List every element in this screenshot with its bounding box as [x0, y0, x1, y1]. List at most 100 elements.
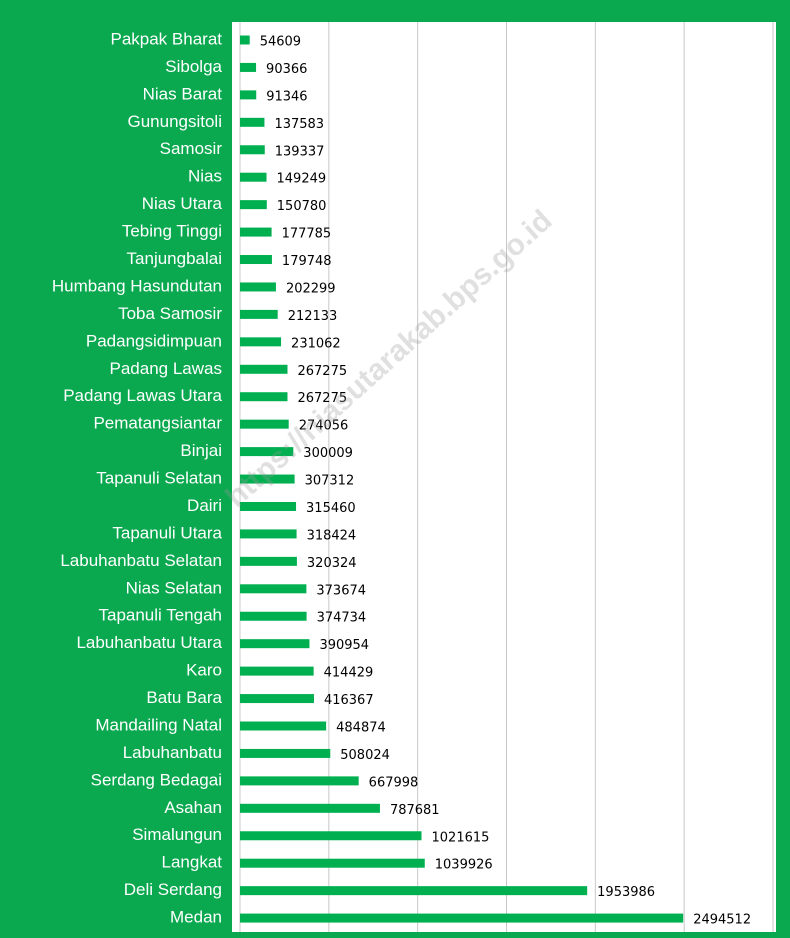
value-label: 177785 [282, 227, 332, 242]
bar [240, 694, 314, 704]
bar [240, 337, 282, 347]
category-label: Toba Samosir [118, 304, 222, 323]
bar [240, 721, 327, 731]
bar [240, 529, 297, 539]
value-label: 267275 [297, 391, 347, 406]
bar [240, 858, 425, 868]
value-label: 416367 [324, 693, 374, 708]
value-label: 149249 [277, 172, 327, 187]
bar [240, 611, 307, 621]
bar [240, 392, 288, 402]
value-label: 667998 [369, 775, 419, 790]
bar [240, 419, 289, 429]
value-label: 484874 [336, 721, 386, 736]
value-label: 212133 [288, 309, 338, 324]
value-label: 1021615 [432, 830, 490, 845]
bar [240, 90, 257, 100]
category-label: Nias [188, 167, 222, 186]
value-label: 179748 [282, 254, 332, 269]
category-label: Simalungun [132, 825, 222, 844]
value-label: 54609 [260, 35, 301, 50]
bar [240, 913, 684, 923]
bar [240, 364, 288, 374]
category-label: Nias Utara [142, 194, 223, 213]
value-label: 508024 [340, 748, 390, 763]
bar [240, 200, 267, 210]
bar [240, 886, 588, 896]
bar [240, 776, 359, 786]
bar [240, 309, 278, 319]
value-label: 137583 [274, 117, 324, 132]
value-label: 139337 [275, 144, 325, 159]
category-label: Dairi [187, 496, 222, 515]
bar [240, 748, 331, 758]
category-label: Binjai [180, 441, 222, 460]
category-label: Gunungsitoli [127, 112, 222, 131]
value-label: 1039926 [435, 858, 493, 873]
category-label: Tanjungbalai [127, 249, 222, 268]
value-label: 300009 [303, 446, 353, 461]
category-label: Labuhanbatu Utara [76, 633, 222, 652]
value-label: 274056 [299, 419, 349, 434]
category-label: Mandailing Natal [95, 715, 222, 734]
category-label: Padang Lawas [110, 359, 222, 378]
value-label: 91346 [266, 89, 307, 104]
value-label: 373674 [316, 583, 366, 598]
category-label: Sibolga [165, 57, 222, 76]
value-label: 315460 [306, 501, 356, 516]
category-label: Tapanuli Utara [112, 523, 222, 542]
value-label: 202299 [286, 281, 336, 296]
category-label: Pakpak Bharat [110, 29, 222, 48]
category-label: Labuhanbatu Selatan [60, 551, 222, 570]
value-label: 414429 [324, 666, 374, 681]
bar [240, 282, 276, 292]
bar [240, 447, 294, 457]
category-label: Tapanuli Tengah [98, 606, 222, 625]
category-label: Tebing Tinggi [122, 222, 222, 241]
bar [240, 145, 265, 155]
value-label: 390954 [319, 638, 369, 653]
value-label: 787681 [390, 803, 440, 818]
value-label: 231062 [291, 336, 341, 351]
bar [240, 227, 272, 237]
bar [240, 117, 265, 127]
bar [240, 831, 422, 841]
value-label: 2494512 [693, 913, 751, 928]
value-label: 1953986 [597, 885, 655, 900]
bar [240, 35, 250, 45]
bar [240, 474, 295, 484]
category-label: Labuhanbatu [123, 743, 222, 762]
bar [240, 62, 257, 72]
category-label: Samosir [160, 139, 223, 158]
bar [240, 584, 307, 594]
category-label: Tapanuli Selatan [96, 469, 222, 488]
value-label: 90366 [266, 62, 307, 77]
bar [240, 639, 310, 649]
value-label: 318424 [307, 528, 357, 543]
category-label: Karo [186, 661, 222, 680]
category-label: Serdang Bedagai [91, 770, 222, 789]
category-label: Nias Selatan [126, 578, 222, 597]
bar [240, 255, 272, 265]
value-label: 374734 [317, 611, 367, 626]
value-label: 150780 [277, 199, 327, 214]
value-label: 267275 [297, 364, 347, 379]
bar [240, 501, 297, 511]
bar [240, 556, 297, 566]
bar [240, 172, 267, 182]
category-label: Batu Bara [146, 688, 222, 707]
category-label: Langkat [162, 853, 223, 872]
category-label: Padang Lawas Utara [63, 386, 222, 405]
bar [240, 803, 380, 813]
bar [240, 666, 314, 676]
category-label: Deli Serdang [124, 880, 222, 899]
category-label: Nias Barat [143, 84, 223, 103]
category-label: Pematangsiantar [93, 414, 222, 433]
category-label: Humbang Hasundutan [52, 276, 222, 295]
category-label: Padangsidimpuan [86, 331, 222, 350]
category-label: Asahan [164, 798, 222, 817]
value-label: 307312 [305, 474, 355, 489]
category-label: Medan [170, 908, 222, 927]
value-label: 320324 [307, 556, 357, 571]
